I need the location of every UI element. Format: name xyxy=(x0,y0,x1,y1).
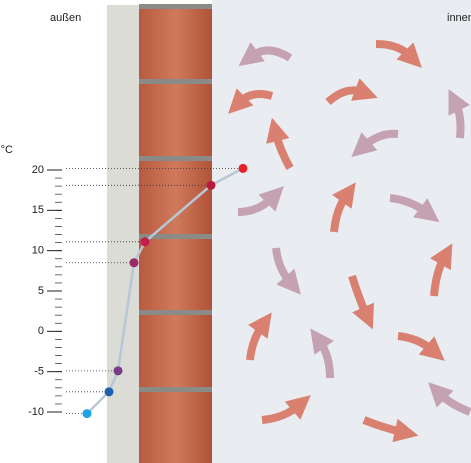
temperature-point xyxy=(140,237,150,247)
y-tick-label: -10 xyxy=(28,406,44,418)
temperature-point xyxy=(104,387,114,397)
y-tick-label: -5 xyxy=(34,366,44,378)
interior xyxy=(212,0,471,463)
axis-unit: °C xyxy=(1,144,13,156)
mortar xyxy=(139,4,212,392)
temperature-point xyxy=(238,163,248,173)
temperature-point xyxy=(129,258,139,268)
y-tick-label: 15 xyxy=(32,204,44,216)
air-arrows xyxy=(228,40,471,443)
y-tick-label: 5 xyxy=(38,285,44,297)
temperature-point xyxy=(113,366,123,376)
y-tick-label: 20 xyxy=(32,164,44,176)
y-tick-label: 10 xyxy=(32,245,44,257)
temperature-point xyxy=(82,409,92,419)
outside-label: außen xyxy=(50,12,81,24)
temperature-point xyxy=(206,180,216,190)
y-tick-label: 0 xyxy=(38,325,44,337)
inside-label: innen xyxy=(447,12,471,24)
